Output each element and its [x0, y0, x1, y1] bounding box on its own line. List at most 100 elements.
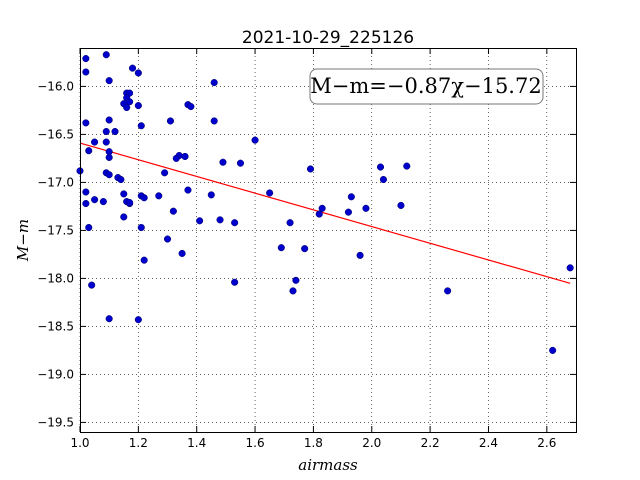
- x-tick-label: 2.2: [421, 436, 440, 450]
- data-point: [134, 69, 142, 77]
- data-point: [155, 192, 163, 200]
- data-point: [117, 175, 125, 184]
- data-point: [126, 98, 134, 106]
- data-point: [169, 207, 177, 215]
- y-tick-label: −19.0: [37, 367, 74, 381]
- x-axis-label: airmass: [298, 456, 358, 474]
- data-point: [137, 223, 145, 232]
- data-point: [172, 154, 180, 162]
- fit-annotation: M−m=−0.87χ−15.72: [310, 74, 541, 98]
- x-tick-label: 1.4: [187, 436, 206, 450]
- y-axis-ticks: −16.0 −16.5 −17.0 −17.5 −18.0 −18.5 −19.0 −19.5: [37, 79, 576, 429]
- y-tick-label: −19.5: [37, 415, 74, 429]
- x-tick-label: 1.0: [70, 436, 89, 450]
- data-point: [318, 204, 326, 212]
- data-point: [216, 216, 224, 224]
- y-tick-label: −18.5: [37, 319, 74, 333]
- data-point: [379, 175, 387, 184]
- x-tick-label: 2.4: [479, 436, 498, 450]
- y-axis-label: M−m: [14, 219, 32, 262]
- data-point: [126, 199, 134, 207]
- data-point: [397, 201, 405, 209]
- data-point: [356, 251, 364, 259]
- y-tick-label: −18.0: [37, 271, 74, 285]
- x-axis-ticks: 1.0 1.2 1.4 1.6 1.8 2.0 2.2 2.4 2.6: [70, 48, 556, 450]
- data-point: [91, 138, 99, 146]
- data-point: [91, 196, 99, 204]
- data-point: [444, 287, 452, 295]
- data-point: [549, 346, 557, 354]
- x-tick-label: 1.6: [246, 436, 265, 450]
- data-point: [236, 159, 245, 167]
- data-point: [178, 249, 186, 257]
- data-point: [85, 223, 93, 232]
- data-point: [82, 68, 90, 76]
- data-point: [286, 219, 294, 227]
- data-point: [111, 127, 119, 136]
- data-point: [82, 199, 90, 208]
- data-point: [161, 169, 169, 177]
- data-point: [123, 103, 131, 112]
- data-point: [219, 158, 227, 166]
- y-tick-label: −17.0: [37, 175, 74, 189]
- data-point: [105, 171, 113, 179]
- data-point: [306, 165, 315, 173]
- data-point: [207, 191, 215, 199]
- data-point: [137, 122, 145, 130]
- data-point: [99, 198, 107, 206]
- data-point: [403, 162, 411, 170]
- data-point: [184, 186, 192, 194]
- data-point: [166, 117, 174, 125]
- data-point: [210, 79, 218, 87]
- plot-frame: [80, 48, 577, 433]
- data-point: [105, 153, 113, 161]
- y-tick-label: −16.5: [37, 127, 74, 141]
- data-point: [266, 189, 274, 197]
- fit-line: [79, 142, 571, 284]
- data-point: [231, 278, 239, 286]
- data-point: [134, 316, 142, 324]
- data-point: [251, 136, 259, 144]
- data-point: [140, 256, 148, 264]
- fit-annotation-box: [309, 68, 544, 105]
- data-point: [301, 245, 309, 253]
- data-points: [76, 51, 574, 354]
- data-point: [105, 77, 113, 85]
- x-tick-label: 2.6: [537, 436, 556, 450]
- x-tick-label: 1.8: [304, 436, 323, 450]
- data-point: [376, 163, 385, 171]
- x-tick-label: 1.2: [129, 436, 148, 450]
- data-point: [187, 103, 195, 111]
- data-point: [277, 244, 285, 252]
- data-point: [105, 315, 113, 323]
- data-point: [231, 219, 239, 227]
- chart-title: 2021-10-29_225126: [242, 28, 414, 48]
- x-tick-label: 2.0: [362, 436, 381, 450]
- data-point: [344, 208, 352, 216]
- data-point: [102, 138, 110, 146]
- data-point: [181, 152, 189, 161]
- data-point: [566, 264, 574, 272]
- data-point: [105, 116, 113, 124]
- data-point: [289, 287, 297, 295]
- data-point: [140, 194, 148, 202]
- data-point: [128, 64, 137, 72]
- data-point: [82, 188, 90, 196]
- data-point: [196, 217, 204, 225]
- data-point: [82, 119, 90, 127]
- data-point: [134, 102, 142, 110]
- data-point: [82, 55, 90, 63]
- grid-lines: [79, 48, 576, 432]
- y-tick-label: −17.5: [37, 223, 74, 237]
- data-point: [163, 235, 172, 243]
- data-point: [347, 193, 355, 201]
- data-point: [120, 190, 128, 198]
- data-point: [292, 276, 300, 284]
- data-point: [85, 147, 93, 155]
- data-point: [362, 204, 370, 212]
- data-point: [315, 210, 323, 218]
- data-point: [120, 213, 128, 221]
- data-point: [102, 127, 110, 136]
- data-point: [88, 281, 96, 289]
